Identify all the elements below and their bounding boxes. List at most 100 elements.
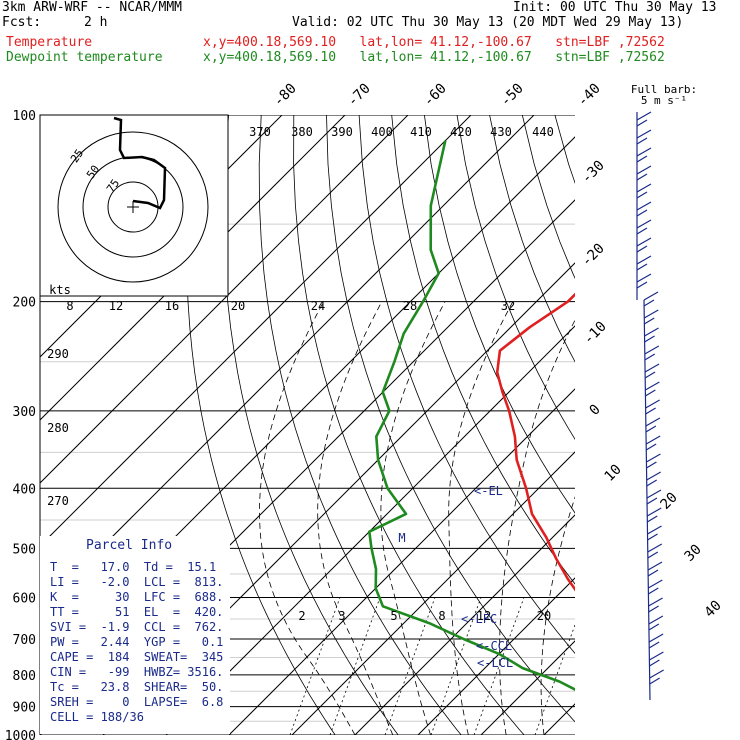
pressure-tick-label: 400 [13,482,36,497]
wind-barb [646,479,658,487]
wind-barb [649,669,664,679]
parcel-marker: M [398,531,405,545]
sounding-profiles [368,140,575,691]
isotherm-label: -50 [498,81,527,110]
theta-label: 430 [490,125,512,139]
wind-barb [648,597,663,607]
isotherm-line [480,640,575,735]
dewpoint-line [368,140,575,691]
theta-label: 400 [371,125,393,139]
wind-barb [636,245,648,253]
dry-adiabat [588,115,740,735]
wind-barb [636,255,652,265]
fcst-value: 2 h [84,15,108,30]
hodo-speed-label: 12 [109,299,123,313]
wind-barb [636,119,648,127]
pressure-tick-label: 1000 [5,729,36,740]
dry-adiabat [258,115,462,735]
hodo-units-label: kts [49,283,71,297]
parcel-info-box: Parcel Info T = 17.0 Td = 15.1 LI = -2.0… [40,536,230,734]
hodo-trace [113,116,167,210]
level-annotation: <-EL [474,484,503,498]
isotherm-label: 20 [658,490,681,513]
wind-barb [636,155,648,163]
level-annotation: <-LCL [477,656,513,670]
wind-barb [645,425,657,433]
dry-adiabat [685,115,740,735]
wind-barb [636,227,648,235]
pressure-tick-label: 900 [13,701,36,716]
wind-barb [646,461,657,469]
theta-side-label: 280 [47,421,69,435]
mixing-ratio-label: 3 [338,609,345,623]
wind-barb [649,677,660,685]
parcel-row: T = 17.0 Td = 15.1 [50,560,217,574]
wind-barb [648,605,659,613]
parcel-row: CELL = 188/36 [50,710,144,724]
dewpoint-legend: Dewpoint temperature [6,50,163,65]
wind-barb [636,281,648,289]
moist-adiabat [317,301,394,735]
level-annotation: <-LFC [461,612,497,626]
moist-adiabat [619,302,740,735]
theta-label: 440 [532,125,554,139]
parcel-row: Tc = 23.8 SHEAR= 50. [50,680,224,694]
isotherm-line [40,115,346,421]
theta-label: 380 [291,125,313,139]
theta-label: 390 [331,125,353,139]
isotherm-label: -30 [579,158,608,187]
wind-barb [648,579,663,589]
pressure-tick-label: 600 [13,591,36,606]
wind-barb [648,615,664,625]
wind-barb [643,291,659,301]
wind-barb [647,569,659,577]
dry-adiabat [186,115,336,735]
wind-barb [636,209,648,217]
fcst-label: Fcst: [2,15,42,30]
wind-barb [646,471,661,481]
wind-barb [645,399,660,409]
dry-adiabat [391,115,575,585]
isotherm-line [670,115,740,735]
mixing-ratio-label: 2 [298,609,305,623]
wind-barb [643,309,659,319]
wind-barb [646,489,662,499]
wind-barb [645,435,661,445]
hodo-speed-label: 20 [231,299,245,313]
mixing-ratio-label: 8 [438,609,445,623]
isotherm-label: -20 [579,241,608,270]
wind-barb [647,561,663,571]
hodo-speed-label: 32 [501,299,515,313]
theta-side-label: 290 [47,347,69,361]
wind-barb [649,659,660,667]
header: 3km ARW-WRF -- NCAR/MMM Init: 00 UTC Thu… [0,0,740,68]
wind-barb [643,299,655,307]
wind-barb [636,219,652,229]
pressure-tick-label: 200 [13,296,36,311]
isotherm-label: 0 [587,402,604,419]
mixing-ratio-label: 5 [390,609,397,623]
wind-barb [636,183,652,193]
moist-adiabat [733,302,740,735]
theta-side-label: 270 [47,494,69,508]
hodo-frame [39,114,229,297]
wind-barb [636,191,648,199]
wind-barb [636,111,652,121]
wind-barb [636,173,648,181]
barb-legend-value: 5 m s⁻¹ [641,94,687,107]
dry-adiabat [718,115,740,735]
mixing-ratio-line [329,597,381,735]
hodo-speed-label: 16 [165,299,179,313]
mixing-ratio-line [473,597,525,735]
hodo-ring [57,131,209,283]
wind-barb [645,407,656,415]
parcel-row: CIN = -99 HWBZ= 3516. [50,665,224,679]
wind-barb [636,201,652,211]
dry-adiabat [521,115,575,280]
wind-barb [644,335,655,343]
isotherm-label: -10 [581,319,610,348]
level-annotation: <-CCL [476,639,512,653]
init-time: Init: 00 UTC Thu 30 May 13 [513,0,717,15]
dry-adiabat [653,115,740,735]
theta-label: 410 [410,125,432,139]
